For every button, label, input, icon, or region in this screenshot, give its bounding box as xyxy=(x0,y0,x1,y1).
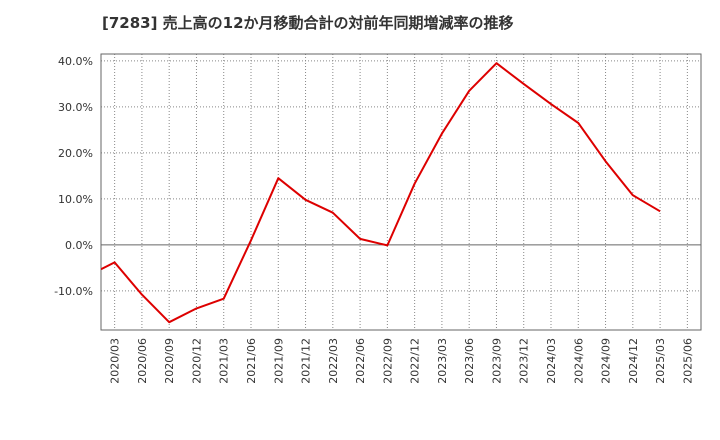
chart-title: [7283] 売上高の12か月移動合計の対前年同期増減率の推移 xyxy=(102,14,514,32)
plot-border xyxy=(100,53,702,331)
x-tick-label: 2022/09 xyxy=(381,338,394,384)
x-tick-label: 2023/06 xyxy=(463,338,476,384)
y-tick-label: -10.0% xyxy=(54,285,93,298)
plot-area xyxy=(101,54,701,330)
y-tick-label: 0.0% xyxy=(65,239,93,252)
x-tick-label: 2021/09 xyxy=(272,338,285,384)
x-tick-label: 2024/12 xyxy=(627,338,640,384)
y-tick-label: 20.0% xyxy=(58,147,93,160)
x-tick-label: 2020/12 xyxy=(190,338,203,384)
y-tick-label: 10.0% xyxy=(58,193,93,206)
x-tick-label: 2023/09 xyxy=(490,338,503,384)
x-tick-label: 2024/06 xyxy=(572,338,585,384)
x-tick-label: 2021/12 xyxy=(300,338,313,384)
x-tick-label: 2023/03 xyxy=(436,338,449,384)
x-tick-label: 2023/12 xyxy=(518,338,531,384)
x-tick-label: 2024/09 xyxy=(600,338,613,384)
series-line xyxy=(101,62,661,324)
x-tick-label: 2021/06 xyxy=(245,338,258,384)
x-tick-label: 2025/06 xyxy=(681,338,694,384)
x-tick-label: 2024/03 xyxy=(545,338,558,384)
x-tick-label: 2025/03 xyxy=(654,338,667,384)
x-tick-label: 2020/03 xyxy=(109,338,122,384)
x-tick-label: 2022/03 xyxy=(327,338,340,384)
x-tick-label: 2022/06 xyxy=(354,338,367,384)
y-tick-label: 30.0% xyxy=(58,101,93,114)
x-tick-label: 2021/03 xyxy=(218,338,231,384)
x-tick-label: 2022/12 xyxy=(409,338,422,384)
x-tick-label: 2020/06 xyxy=(136,338,149,384)
y-tick-label: 40.0% xyxy=(58,55,93,68)
x-tick-label: 2020/09 xyxy=(163,338,176,384)
